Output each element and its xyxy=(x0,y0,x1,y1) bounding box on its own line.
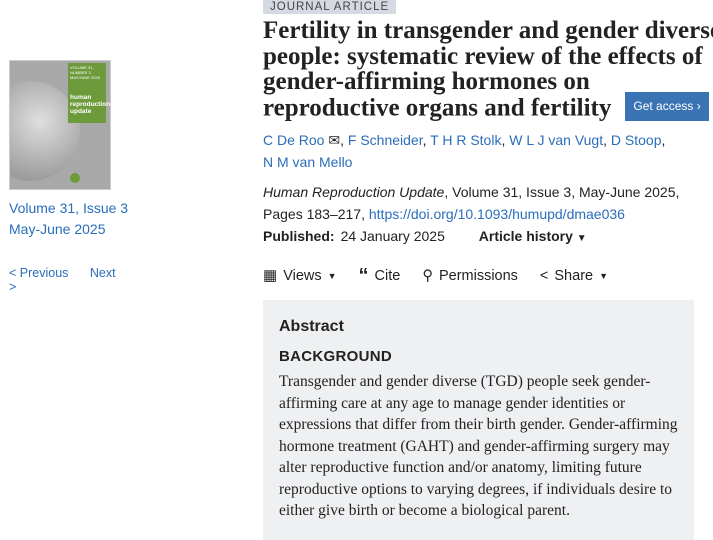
article-history-dropdown[interactable]: Article history ▼ xyxy=(479,228,587,244)
author-link[interactable]: T H R Stolk xyxy=(430,132,502,148)
share-label: Share xyxy=(554,268,594,284)
published-date: 24 January 2025 xyxy=(340,228,445,244)
views-button[interactable]: ▦ Views ▼ xyxy=(263,266,337,286)
publication-info: Published: 24 January 2025 Article histor… xyxy=(263,226,703,249)
chevron-right-icon: › xyxy=(696,98,701,113)
title-line: reproductive organs and fertility xyxy=(263,93,612,121)
share-icon: < xyxy=(539,268,549,284)
journal-cover-image[interactable]: VOLUME 31, NUMBER 3 MAY/JUNE 2025 human … xyxy=(9,60,111,190)
title-line: gender-affirming hormones on xyxy=(263,68,590,95)
cite-label: Cite xyxy=(374,268,401,284)
quote-icon: “ xyxy=(358,265,369,287)
author-link[interactable]: F Schneider xyxy=(347,132,423,148)
published-label: Published: xyxy=(263,228,335,244)
issue-sidebar: VOLUME 31, NUMBER 3 MAY/JUNE 2025 human … xyxy=(9,60,129,294)
issue-date-link[interactable]: May-June 2025 xyxy=(9,221,106,237)
author-link[interactable]: D Stoop xyxy=(610,132,662,148)
abstract-section: Abstract BACKGROUND Transgender and gend… xyxy=(263,300,694,540)
author-link[interactable]: W L J van Vugt xyxy=(509,132,604,148)
key-icon: ⚲ xyxy=(422,268,433,284)
author-link[interactable]: N M van Mello xyxy=(263,154,353,170)
cover-date: MAY/JUNE 2025 xyxy=(70,75,100,80)
article-history-label: Article history xyxy=(478,228,573,244)
citation-details: , Volume 31, Issue 3, May-June 2025, Pag… xyxy=(263,184,680,222)
journal-name: Human Reproduction Update xyxy=(263,184,445,200)
permissions-button[interactable]: ⚲ Permissions xyxy=(422,266,518,286)
cite-button[interactable]: “ Cite xyxy=(359,266,401,286)
get-access-label: Get access xyxy=(633,98,694,113)
title-line: Fertility in transgender and gender dive… xyxy=(263,17,713,44)
caret-down-icon: ▼ xyxy=(599,271,609,281)
cover-volume: VOLUME 31, NUMBER 3 xyxy=(70,65,94,75)
doi-link[interactable]: https://doi.org/10.1093/humupd/dmae036 xyxy=(368,206,625,222)
grid-icon: ▦ xyxy=(263,267,278,284)
citation: Human Reproduction Update, Volume 31, Is… xyxy=(263,181,695,225)
publisher-logo xyxy=(70,173,80,183)
caret-down-icon: ▼ xyxy=(576,233,587,244)
abstract-heading: Abstract xyxy=(279,318,344,335)
email-icon[interactable]: ✉ xyxy=(328,132,341,148)
next-link[interactable]: Next > xyxy=(9,266,116,294)
abstract-subheading: BACKGROUND xyxy=(279,348,392,365)
author-list: C De Roo ✉, F Schneider, T H R Stolk, W … xyxy=(263,132,666,170)
share-button[interactable]: < Share ▼ xyxy=(540,266,608,286)
get-access-button[interactable]: Get access › xyxy=(625,91,709,121)
views-label: Views xyxy=(283,268,322,284)
article-title: Fertility in transgender and gender dive… xyxy=(263,17,713,124)
issue-volume-link[interactable]: Volume 31, Issue 3 xyxy=(9,200,129,216)
caret-down-icon: ▼ xyxy=(327,271,337,281)
cover-journal-name: human reproduction update xyxy=(70,94,111,115)
article-type-badge: JOURNAL ARTICLE xyxy=(263,0,397,14)
cover-title-panel: VOLUME 31, NUMBER 3 MAY/JUNE 2025 human … xyxy=(68,63,111,123)
permissions-label: Permissions xyxy=(438,268,518,284)
author-link[interactable]: C De Roo xyxy=(263,132,325,148)
title-line: people: systematic review of the effects… xyxy=(263,42,703,70)
abstract-text: Transgender and gender diverse (TGD) peo… xyxy=(279,373,678,519)
article-toolbar: ▦ Views ▼ “ Cite ⚲ Permissions < Share ▼ xyxy=(263,266,703,286)
previous-link[interactable]: < Previous xyxy=(9,266,69,280)
